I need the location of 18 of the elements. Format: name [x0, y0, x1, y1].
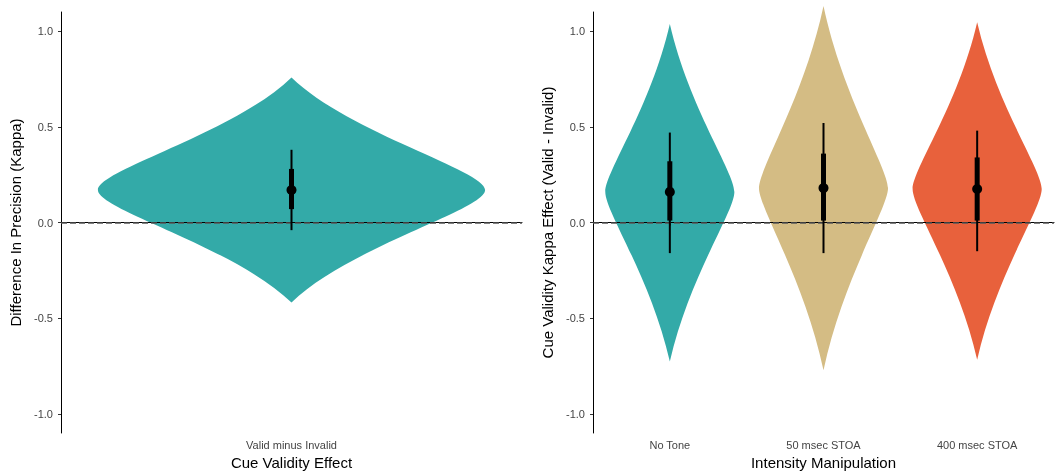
x-axis-title: Cue Validity Effect — [230, 454, 353, 471]
y-tick-label: 0.5 — [569, 120, 585, 133]
y-tick-label: 1.0 — [37, 25, 53, 38]
y-tick-label: 1.0 — [569, 25, 585, 38]
x-tick-label: 50 msec STOA — [786, 438, 862, 451]
y-tick-label: -1.0 — [34, 407, 53, 420]
y-axis-title: Difference In Precision (Kappa) — [7, 118, 24, 327]
y-tick-label: -1.0 — [566, 407, 585, 420]
x-axis-title: Intensity Manipulation — [750, 454, 897, 471]
y-tick-label: -0.5 — [566, 312, 585, 325]
x-tick-label: Valid minus Invalid — [246, 438, 337, 451]
x-tick-label: No Tone — [649, 438, 691, 451]
y-tick-label: 0.5 — [37, 120, 53, 133]
y-axis-title: Cue Validity Kappa Effect (Valid - Invalid) — [539, 86, 556, 359]
y-tick-label: 0.0 — [569, 216, 585, 229]
y-tick-label: -0.5 — [34, 312, 53, 325]
x-tick-label: 400 msec STOA — [936, 438, 1019, 451]
y-tick-label: 0.0 — [37, 216, 53, 229]
